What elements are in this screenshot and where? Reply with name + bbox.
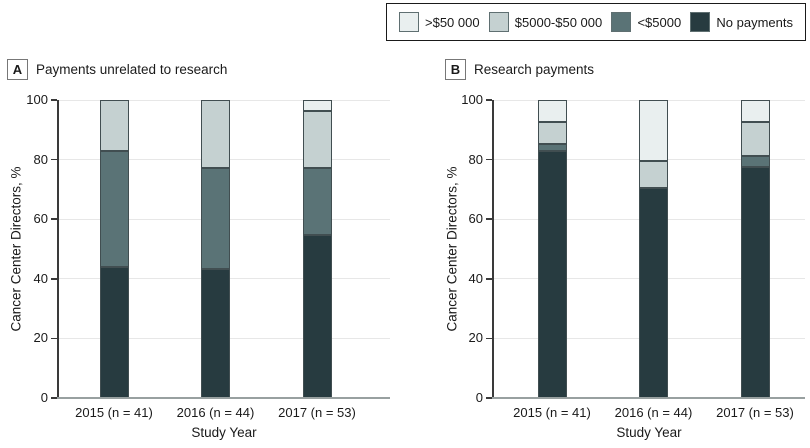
- bar-segment: [740, 100, 770, 123]
- stacked-bar: [740, 100, 770, 398]
- y-tick-label: 80: [468, 151, 483, 167]
- bar-segment: [302, 100, 332, 112]
- stacked-bar: [302, 100, 332, 398]
- bar-segment: [537, 150, 567, 398]
- bar-segment: [537, 143, 567, 151]
- bar-segment: [740, 167, 770, 398]
- y-tick-label: 80: [33, 151, 48, 167]
- stacked-bar: [201, 100, 230, 398]
- bar-segment: [99, 100, 129, 151]
- bar-segment: [639, 187, 668, 398]
- legend-label: $5000-$50 000: [514, 14, 603, 30]
- y-tick-label: 0: [40, 390, 48, 405]
- x-tick-label: 2015 (n = 41): [75, 405, 153, 420]
- y-tick-label: 40: [468, 270, 483, 286]
- panel-a-title: Payments unrelated to research: [36, 62, 228, 77]
- panel-b-letter-box: B: [445, 59, 466, 80]
- y-tick-label: 60: [33, 211, 48, 227]
- y-tick-label: 100: [461, 92, 483, 107]
- legend-swatch-no-payments-icon: [690, 12, 711, 32]
- bar-segment: [302, 167, 332, 235]
- bar-segment: [302, 235, 332, 398]
- y-tick-label: 60: [468, 211, 483, 227]
- x-tick-label: 2016 (n = 44): [614, 405, 693, 420]
- bar-segment: [201, 100, 230, 168]
- stacked-bar: [639, 99, 668, 398]
- bar-segment: [537, 100, 567, 123]
- legend-box: >$50 000 $5000-$50 000 <$5000 No payment…: [386, 3, 806, 41]
- bar-segment: [639, 99, 668, 161]
- y-axis-tick: [486, 218, 492, 220]
- bar-segment: [740, 156, 770, 168]
- legend-item-gt50000: >$50 000: [399, 12, 480, 32]
- legend-item-lt5000: <$5000: [611, 12, 681, 32]
- x-axis-baseline: [492, 397, 805, 399]
- y-axis-tick: [51, 337, 57, 340]
- y-axis-tick: [486, 337, 492, 340]
- y-axis-tick: [51, 99, 57, 101]
- y-axis-tick: [486, 99, 492, 101]
- y-axis-tick: [486, 158, 492, 161]
- y-axis-tick: [486, 397, 492, 399]
- y-axis-line: [492, 100, 494, 398]
- panel-a-letter-box: A: [7, 59, 28, 80]
- x-tick-label: 2017 (n = 53): [716, 405, 794, 420]
- panel-a-x-axis-label: Study Year: [191, 425, 257, 440]
- legend-swatch-gt50000-icon: [399, 12, 419, 32]
- gridline: [58, 99, 390, 101]
- x-tick-label: 2015 (n = 41): [513, 405, 591, 420]
- panel-b-title: Research payments: [474, 62, 595, 77]
- bar-segment: [740, 122, 770, 157]
- y-tick-label: 100: [26, 92, 48, 107]
- bar-segment: [99, 267, 129, 398]
- stacked-bar: [537, 100, 567, 398]
- legend-label: <$5000: [637, 14, 682, 30]
- legend-label: No payments: [716, 14, 793, 30]
- panel-b-plot-area: 0 20 40 60 80 100 2015 (n = 41) 2016 (n = 44) 20…: [461, 93, 805, 420]
- x-axis-baseline: [57, 397, 390, 399]
- y-tick-label: 0: [475, 390, 483, 405]
- bar-segment: [639, 160, 668, 188]
- stacked-bar: [99, 100, 129, 398]
- legend-swatch-5000-50000-icon: [488, 12, 509, 32]
- bar-segment: [302, 111, 332, 168]
- panel-a-plot-area: 0 20 40 60 80 100 2015 (n = 41) 2016 (n = 44) 20…: [26, 93, 390, 420]
- y-axis-line: [57, 100, 59, 398]
- panel-b-x-axis-label: Study Year: [616, 425, 682, 440]
- legend-swatch-lt5000-icon: [611, 12, 632, 32]
- legend-label: >$50 000: [425, 14, 480, 30]
- y-axis-tick: [51, 397, 57, 399]
- y-axis-tick: [51, 278, 57, 280]
- panel-a-y-axis-label: Cancer Center Directors, %: [8, 166, 24, 332]
- legend-item-5000-50000: $5000-$50 000: [488, 12, 603, 32]
- y-axis-tick: [51, 158, 57, 161]
- y-axis-tick: [51, 218, 57, 220]
- legend-item-no-payments: No payments: [690, 12, 793, 32]
- x-tick-label: 2017 (n = 53): [278, 405, 356, 420]
- x-tick-label: 2016 (n = 44): [176, 405, 255, 420]
- y-axis-tick: [486, 278, 492, 280]
- panel-b-y-axis-label: Cancer Center Directors, %: [444, 166, 460, 332]
- y-tick-label: 20: [468, 330, 483, 346]
- bar-segment: [201, 269, 230, 398]
- y-tick-label: 40: [33, 270, 48, 286]
- y-tick-label: 20: [33, 330, 48, 346]
- bar-segment: [99, 150, 129, 268]
- bar-segment: [537, 122, 567, 144]
- bar-segment: [201, 167, 230, 270]
